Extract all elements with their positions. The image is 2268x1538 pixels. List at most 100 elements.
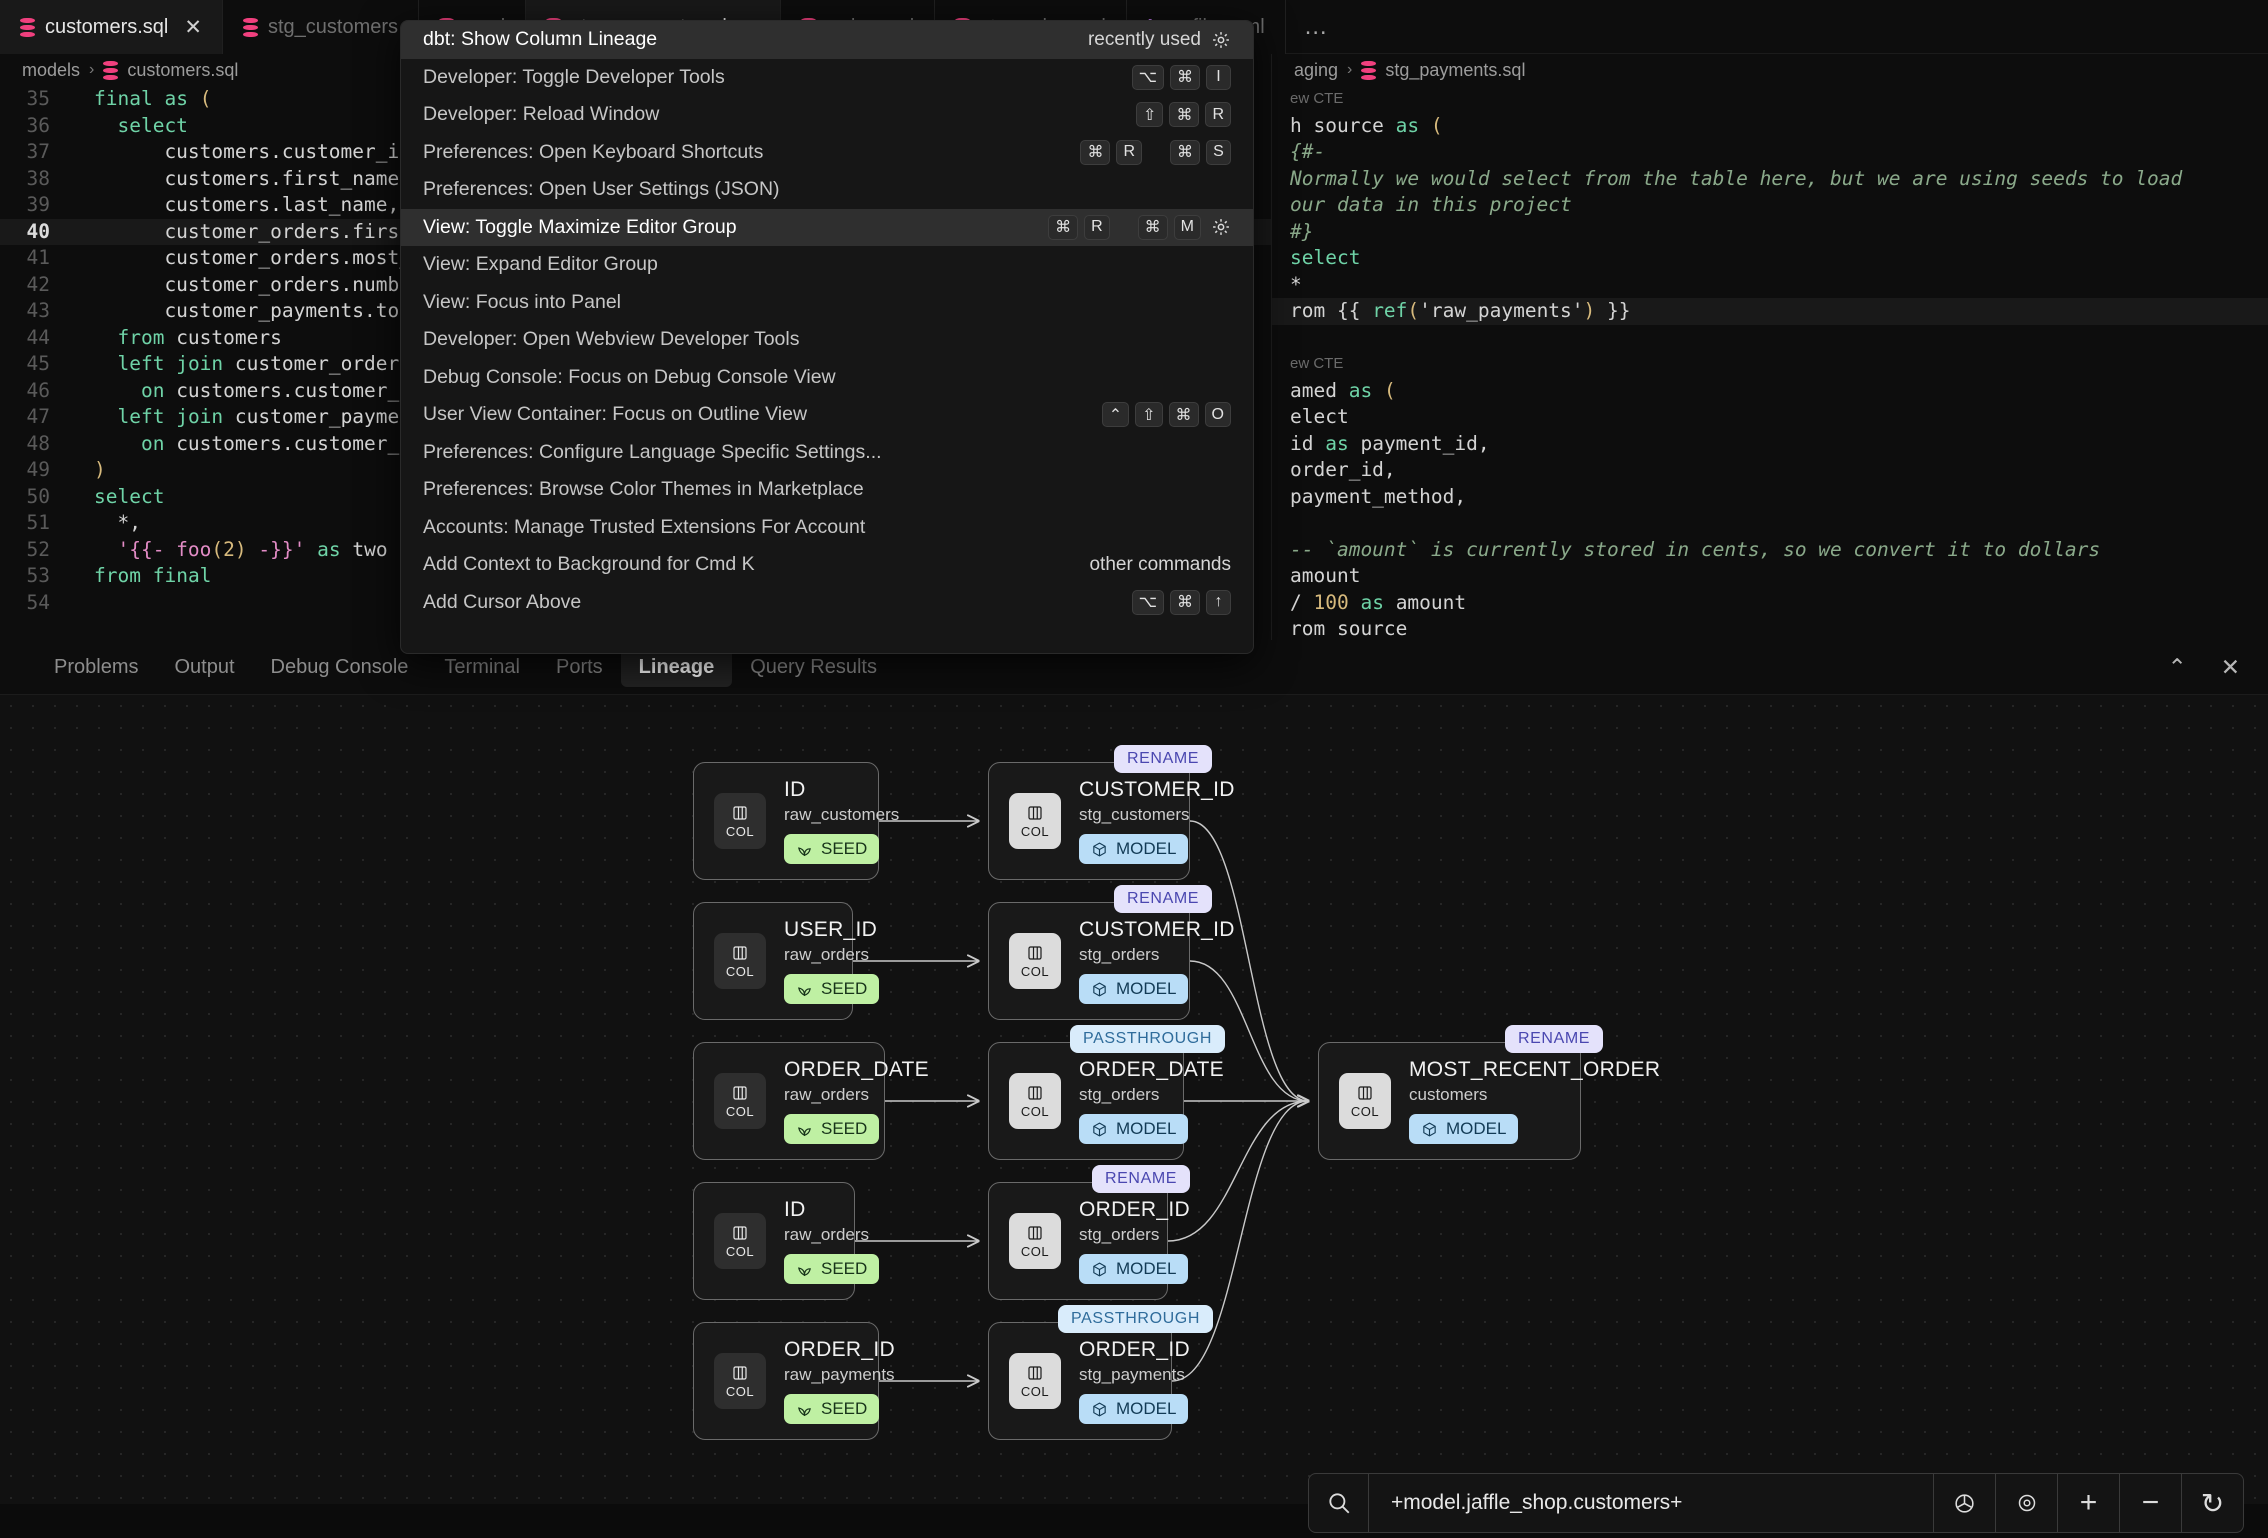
code-line[interactable]: * <box>1272 272 2268 299</box>
code-line[interactable] <box>1272 325 2268 352</box>
command-palette-item[interactable]: View: Expand Editor Group <box>401 246 1253 284</box>
tabs-overflow-icon[interactable]: … <box>1303 12 1330 40</box>
lineage-search-input[interactable]: +model.jaffle_shop.customers+ <box>1391 1491 1683 1514</box>
code-line[interactable]: 50 select <box>0 484 1271 511</box>
visibility-eye-icon[interactable] <box>1995 1474 2057 1532</box>
breadcrumb-folder[interactable]: models <box>22 59 81 80</box>
code-line[interactable]: #} <box>1272 219 2268 246</box>
code-line[interactable]: rom source <box>1272 616 2268 640</box>
code-line[interactable]: 36 select <box>0 113 1271 140</box>
lineage-node[interactable]: COL USER_ID raw_orders SEED <box>693 902 880 1020</box>
command-palette-item[interactable]: Developer: Toggle Developer Tools ⌥ ⌘ I <box>401 59 1253 97</box>
command-palette-item[interactable]: Add Cursor Above ⌥ ⌘ ↑ <box>401 584 1253 622</box>
code-line[interactable]: 49) <box>0 457 1271 484</box>
panel-tab-lineage[interactable]: Lineage <box>620 647 733 687</box>
code-line[interactable]: our data in this project <box>1272 192 2268 219</box>
code-line[interactable]: 45 left join customer_orders <box>0 351 1271 378</box>
code-line[interactable]: Normally we would select from the table … <box>1272 166 2268 193</box>
command-palette[interactable]: dbt: Show Column Lineage recently used Dev… <box>400 20 1254 654</box>
breadcrumb-folder[interactable]: aging <box>1294 59 1339 80</box>
code-line[interactable]: 43 customer_payments.total_ <box>0 298 1271 325</box>
line-text: *, <box>94 511 141 534</box>
code-line[interactable]: {#- <box>1272 139 2268 166</box>
breadcrumb-left[interactable]: models › customers.sql <box>0 54 1271 86</box>
lineage-node[interactable]: COL ORDER_ID stg_orders MODEL <box>988 1182 1190 1300</box>
code-line[interactable]: 54 <box>0 590 1271 617</box>
lineage-node[interactable]: COL ORDER_DATE raw_orders SEED <box>693 1042 929 1160</box>
code-line[interactable] <box>1272 510 2268 537</box>
breadcrumb-file[interactable]: stg_payments.sql <box>1385 59 1526 80</box>
lineage-search-bar[interactable]: +model.jaffle_shop.customers+ + − ↻ <box>1308 1473 2244 1533</box>
panel-tab-query-results[interactable]: Query Results <box>750 655 877 678</box>
code-line[interactable]: 46 on customers.customer_id <box>0 378 1271 405</box>
code-line[interactable]: 53 from final <box>0 563 1271 590</box>
lineage-canvas[interactable]: COL ID raw_customers SEED COL USER_ID raw_orde… <box>0 695 2268 1538</box>
line-text: amed as ( <box>1290 378 1396 402</box>
collapse-panel-icon[interactable]: ⌃ <box>2167 654 2187 680</box>
lineage-node[interactable]: COL CUSTOMER_ID stg_customers MODEL <box>988 762 1234 880</box>
code-line[interactable]: amed as ( <box>1272 378 2268 405</box>
code-line[interactable]: 39 customers.last_name, <box>0 192 1271 219</box>
code-line[interactable]: -- `amount` is currently stored in cents… <box>1272 537 2268 564</box>
lineage-node[interactable]: COL ORDER_ID stg_payments MODEL <box>988 1322 1190 1440</box>
code-line[interactable]: 38 customers.first_name, <box>0 166 1271 193</box>
command-palette-item[interactable]: View: Focus into Panel <box>401 284 1253 322</box>
code-editor-right[interactable]: ew CTE h source as ({#- Normally we would … <box>1272 86 2268 640</box>
code-line[interactable]: 51 *, <box>0 510 1271 537</box>
code-line[interactable]: 42 customer_orders.number_o <box>0 272 1271 299</box>
breadcrumb-right[interactable]: aging › stg_payments.sql <box>1272 54 2268 86</box>
keybinding-group: ⌃ ⇧ ⌘ O <box>1101 402 1231 428</box>
lineage-node[interactable]: COL ID raw_orders SEED <box>693 1182 880 1300</box>
refresh-icon[interactable]: ↻ <box>2181 1474 2243 1532</box>
code-line[interactable]: 48 on customers.customer_id <box>0 431 1271 458</box>
code-line[interactable]: / 100 as amount <box>1272 590 2268 617</box>
code-line[interactable]: order_id, <box>1272 457 2268 484</box>
close-panel-icon[interactable]: ✕ <box>2220 654 2240 680</box>
code-line[interactable]: elect <box>1272 404 2268 431</box>
close-icon[interactable]: ✕ <box>184 15 202 39</box>
code-line[interactable]: 35 final as ( <box>0 86 1271 113</box>
settings-gear-icon[interactable] <box>1933 1474 1995 1532</box>
code-editor-left[interactable]: 35 final as (36 select 37 customers.custom… <box>0 86 1271 616</box>
code-line[interactable]: rom {{ ref('raw_payments') }} <box>1272 298 2268 325</box>
code-line[interactable]: select <box>1272 245 2268 272</box>
editor-tab-customers-sql[interactable]: customers.sql ✕ <box>0 0 223 54</box>
lineage-node[interactable]: COL MOST_RECENT_ORDER customers MODEL <box>1318 1042 1660 1160</box>
search-icon[interactable] <box>1309 1474 1369 1532</box>
code-line[interactable]: 41 customer_orders.most_rec <box>0 245 1271 272</box>
command-palette-item[interactable]: Accounts: Manage Trusted Extensions For … <box>401 509 1253 547</box>
command-palette-item[interactable]: Preferences: Configure Language Specific… <box>401 434 1253 472</box>
lineage-node[interactable]: COL ORDER_DATE stg_orders MODEL <box>988 1042 1224 1160</box>
command-palette-item[interactable]: Preferences: Browse Color Themes in Mark… <box>401 471 1253 509</box>
code-line[interactable]: h source as ( <box>1272 113 2268 140</box>
command-palette-item[interactable]: View: Toggle Maximize Editor Group ⌘ R ⌘ M <box>401 208 1253 246</box>
code-line[interactable]: ew CTE <box>1272 351 2268 378</box>
command-palette-item[interactable]: Developer: Reload Window ⇧ ⌘ R <box>401 96 1253 134</box>
panel-tab-problems[interactable]: Problems <box>54 655 139 678</box>
command-palette-item[interactable]: Preferences: Open User Settings (JSON) <box>401 171 1253 209</box>
panel-tab-ports[interactable]: Ports <box>555 655 603 678</box>
code-line[interactable]: amount <box>1272 563 2268 590</box>
lineage-node[interactable]: COL ID raw_customers SEED <box>693 762 899 880</box>
command-palette-item[interactable]: Add Context to Background for Cmd K other… <box>401 546 1253 584</box>
code-line[interactable]: id as payment_id, <box>1272 431 2268 458</box>
panel-tab-debug-console[interactable]: Debug Console <box>270 655 409 678</box>
code-line[interactable]: 52 '{{- foo(2) -}}' as two <box>0 537 1271 564</box>
editor-tab-stg-customers[interactable]: stg_customers <box>222 0 420 54</box>
command-palette-item[interactable]: Preferences: Open Keyboard Shortcuts ⌘ R ⌘ S <box>401 134 1253 172</box>
code-line[interactable]: 44 from customers <box>0 325 1271 352</box>
lineage-node[interactable]: COL CUSTOMER_ID stg_orders MODEL <box>988 902 1234 1020</box>
panel-tab-output[interactable]: Output <box>174 655 235 678</box>
panel-tab-terminal[interactable]: Terminal <box>444 655 520 678</box>
code-line[interactable]: payment_method, <box>1272 484 2268 511</box>
zoom-out-icon[interactable]: − <box>2119 1474 2181 1532</box>
lineage-node[interactable]: COL ORDER_ID raw_payments SEED <box>693 1322 895 1440</box>
code-line[interactable]: 47 left join customer_payment <box>0 404 1271 431</box>
command-palette-item[interactable]: Developer: Open Webview Developer Tools <box>401 321 1253 359</box>
code-line[interactable]: ew CTE <box>1272 86 2268 113</box>
command-palette-item[interactable]: User View Container: Focus on Outline Vi… <box>401 396 1253 434</box>
breadcrumb-file[interactable]: customers.sql <box>127 59 239 80</box>
command-palette-item[interactable]: dbt: Show Column Lineage recently used <box>401 21 1253 59</box>
command-palette-item[interactable]: Debug Console: Focus on Debug Console Vi… <box>401 359 1253 397</box>
zoom-in-icon[interactable]: + <box>2057 1474 2119 1532</box>
